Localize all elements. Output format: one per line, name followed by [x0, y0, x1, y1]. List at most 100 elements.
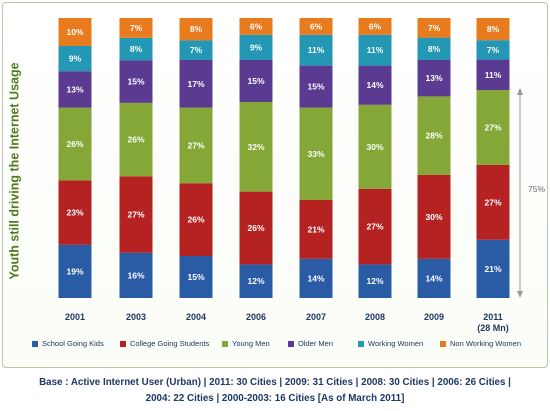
- data-label-2006-s2: 32%: [247, 142, 264, 152]
- legend-swatch-3: [288, 340, 294, 347]
- data-label-2006-s1: 26%: [247, 223, 264, 233]
- bar-segment-2007-s0: [299, 258, 333, 298]
- bar-segment-2003-s1: [119, 176, 153, 253]
- annotation-label: 75%: [528, 184, 545, 194]
- bar-segment-2003-s0: [119, 252, 153, 298]
- x-tick-2011: 2011: [483, 312, 503, 322]
- data-label-2004-s0: 15%: [187, 272, 204, 282]
- bar-segment-2011-s3: [476, 59, 510, 91]
- data-label-2004-s5: 8%: [190, 24, 203, 34]
- bar-segment-2009-s4: [417, 37, 451, 60]
- bar-segment-2001-s5: [58, 18, 92, 46]
- data-label-2006-s4: 9%: [250, 42, 263, 52]
- data-label-2001-s0: 19%: [66, 266, 83, 276]
- data-label-2009-s1: 30%: [425, 212, 442, 222]
- data-label-2007-s0: 14%: [307, 273, 324, 283]
- data-label-2008-s1: 27%: [366, 222, 383, 232]
- bar-segment-2006-s0: [239, 264, 273, 298]
- footer-line-1: Base : Active Internet User (Urban) | 20…: [39, 377, 511, 388]
- data-label-2004-s1: 26%: [187, 215, 204, 225]
- data-label-2011-s0: 21%: [484, 264, 501, 274]
- bar-segment-2008-s3: [358, 65, 392, 105]
- legend-label-3: Older Men: [298, 339, 334, 348]
- x-tick-layer: 2001 2003 2004 2006 2007 2008 2009 2011(28 Mn): [65, 312, 509, 333]
- data-label-2003-s0: 16%: [127, 270, 144, 280]
- data-label-2008-s4: 11%: [367, 45, 384, 55]
- data-label-2011-s5: 8%: [487, 24, 500, 34]
- data-label-2001-s1: 23%: [66, 208, 83, 218]
- bars-layer: [58, 18, 510, 298]
- x-tick-2004: 2004: [186, 312, 206, 322]
- x-tick-sublabel-2011: (28 Mn): [477, 323, 509, 333]
- legend-swatch-4: [358, 340, 364, 347]
- bar-segment-2003-s5: [119, 18, 153, 38]
- bar-segment-2008-s1: [358, 188, 392, 265]
- bar-segment-2009-s1: [417, 174, 451, 259]
- legend-item-3: Older Men: [288, 339, 333, 348]
- bar-segment-2008-s4: [358, 34, 392, 66]
- bar-segment-2009-s3: [417, 60, 451, 97]
- legend-item-0: School Going Kids: [32, 339, 104, 348]
- bar-segment-2008-s2: [358, 104, 392, 189]
- legend-label-0: School Going Kids: [42, 339, 104, 348]
- data-label-2008-s5: 6%: [369, 21, 382, 31]
- data-label-2009-s2: 28%: [425, 131, 442, 141]
- legend-swatch-0: [32, 340, 38, 347]
- data-label-2008-s0: 12%: [366, 276, 383, 286]
- bar-segment-2001-s2: [58, 107, 92, 181]
- legend-item-5: Non Working Women: [440, 339, 521, 348]
- data-label-2007-s2: 33%: [307, 149, 324, 159]
- data-label-2003-s3: 15%: [127, 77, 144, 87]
- data-label-2011-s1: 27%: [484, 197, 501, 207]
- data-label-2011-s3: 11%: [485, 70, 502, 80]
- chart-frame: [2, 2, 548, 368]
- data-label-2001-s5: 10%: [66, 27, 83, 37]
- legend-label-2: Young Men: [232, 339, 270, 348]
- bar-segment-2006-s5: [239, 18, 273, 35]
- data-label-2001-s4: 9%: [69, 54, 82, 64]
- bar-segment-2004-s2: [179, 107, 213, 184]
- x-tick-2007: 2007: [306, 312, 326, 322]
- data-label-2001-s3: 13%: [66, 84, 83, 94]
- bar-segment-2011-s1: [476, 164, 510, 240]
- data-label-2007-s4: 11%: [308, 45, 325, 55]
- bar-segment-2007-s1: [299, 200, 333, 259]
- bar-segment-2001-s1: [58, 180, 92, 245]
- bar-segment-2001-s0: [58, 244, 92, 298]
- footer-note: Base : Active Internet User (Urban) | 20…: [0, 371, 550, 411]
- bar-segment-2006-s1: [239, 191, 273, 265]
- data-label-2009-s0: 14%: [425, 273, 442, 283]
- bar-segment-2003-s2: [119, 102, 153, 177]
- data-label-2003-s4: 8%: [130, 44, 143, 54]
- bar-segment-2001-s4: [58, 46, 92, 72]
- data-label-2007-s1: 21%: [307, 224, 324, 234]
- data-label-2006-s0: 12%: [247, 276, 264, 286]
- bar-segment-2011-s0: [476, 239, 510, 298]
- data-label-2007-s5: 6%: [310, 21, 323, 31]
- x-tick-2008: 2008: [365, 312, 385, 322]
- y-axis-label-text: Youth still driving the Internet Usage: [8, 62, 22, 280]
- bar-segment-2011-s5: [476, 18, 510, 41]
- bar-segment-2001-s3: [58, 71, 92, 108]
- data-label-2001-s2: 26%: [66, 139, 83, 149]
- data-label-2009-s4: 8%: [428, 44, 441, 54]
- bar-segment-2011-s4: [476, 40, 510, 60]
- data-label-2007-s3: 15%: [307, 82, 324, 92]
- legend: School Going Kids College Going Students Y…: [22, 339, 542, 357]
- legend-swatch-1: [120, 340, 126, 347]
- legend-item-2: Young Men: [222, 339, 270, 348]
- bar-segment-2004-s5: [179, 18, 213, 41]
- data-label-2008-s2: 30%: [366, 142, 383, 152]
- data-label-2003-s2: 26%: [127, 135, 144, 145]
- legend-item-1: College Going Students: [120, 339, 209, 348]
- bar-segment-2007-s5: [299, 18, 333, 35]
- labels-layer: 19% 23% 26% 13% 9% 10% 16% 27% 26% 15% 8% 7% 15% 26% 2…: [66, 21, 501, 286]
- bar-segment-2007-s3: [299, 65, 333, 108]
- legend-label-1: College Going Students: [130, 339, 210, 348]
- bar-segment-2008-s0: [358, 264, 392, 298]
- bar-segment-2004-s1: [179, 183, 213, 256]
- legend-swatch-2: [222, 340, 228, 347]
- bar-segment-2004-s0: [179, 256, 213, 298]
- data-label-2009-s5: 7%: [428, 23, 441, 33]
